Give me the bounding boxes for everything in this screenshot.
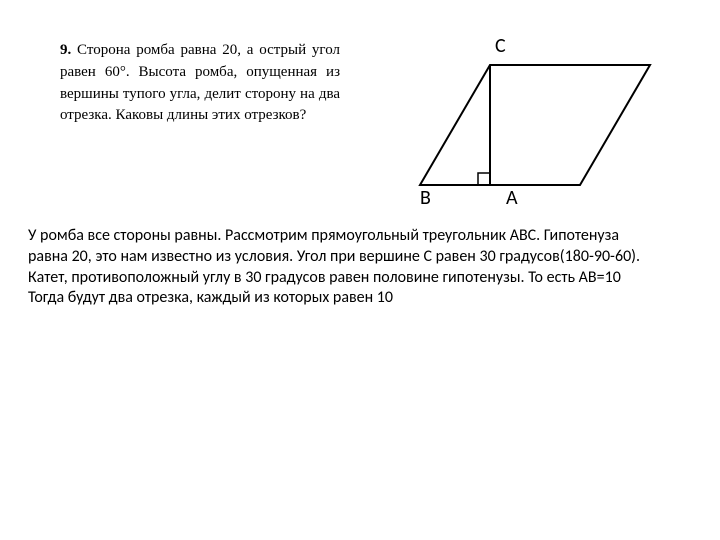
solution-line-1: У ромба все стороны равны. Рассмотрим пр…: [28, 226, 700, 247]
problem-text: Сторона ромба равна 20, а острый угол ра…: [60, 42, 340, 123]
page-root: 9. Сторона ромба равна 20, а острый угол…: [0, 0, 720, 540]
right-angle-marker: [478, 173, 490, 185]
problem-statement: 9. Сторона ромба равна 20, а острый угол…: [60, 40, 340, 127]
diagram-svg: [360, 40, 660, 210]
solution-line-4: Тогда будут два отрезка, каждый из котор…: [28, 288, 700, 309]
vertex-label-a: A: [506, 186, 518, 210]
rhombus-shape: [420, 65, 650, 185]
solution-line-2: равна 20, это нам известно из условия. У…: [28, 247, 700, 268]
solution-text: У ромба все стороны равны. Рассмотрим пр…: [0, 210, 720, 309]
vertex-label-c: C: [495, 34, 506, 58]
vertex-label-b: B: [420, 186, 431, 210]
rhombus-diagram: C B A: [360, 40, 660, 210]
solution-line-3: Катет, противоположный углу в 30 градусо…: [28, 268, 700, 289]
top-row: 9. Сторона ромба равна 20, а острый угол…: [0, 0, 720, 210]
problem-number: 9.: [60, 42, 71, 58]
